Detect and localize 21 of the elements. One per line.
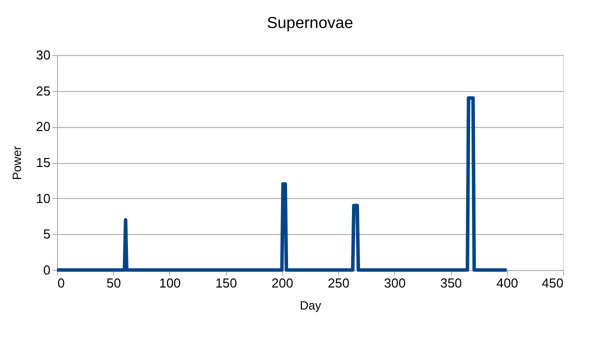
x-axis-title: Day (300, 298, 322, 312)
x-tick-label: 150 (215, 276, 238, 290)
x-tick-label: 300 (384, 276, 406, 290)
x-tick-label: 450 (542, 276, 564, 290)
y-tick-label: 30 (36, 48, 50, 62)
chart-title: Supernovae (266, 15, 354, 32)
y-tick-label: 20 (36, 119, 50, 134)
x-tick-label: 400 (496, 276, 518, 290)
x-tick-label: 200 (272, 276, 294, 290)
line-series (55, 96, 509, 272)
y-tick-label: 10 (36, 190, 50, 206)
y-axis-title: Power (10, 146, 24, 180)
x-tick-label: 0 (58, 276, 65, 290)
x-tick-label: 100 (159, 276, 181, 290)
x-tick-label: 350 (440, 276, 462, 290)
y-tick-label: 25 (36, 83, 50, 98)
y-tick-label: 5 (43, 226, 50, 242)
y-tick-label: 15 (36, 155, 50, 170)
x-tick-label: 50 (106, 276, 121, 290)
y-tick-label: 0 (43, 262, 50, 278)
x-tick-label: 250 (328, 276, 350, 290)
